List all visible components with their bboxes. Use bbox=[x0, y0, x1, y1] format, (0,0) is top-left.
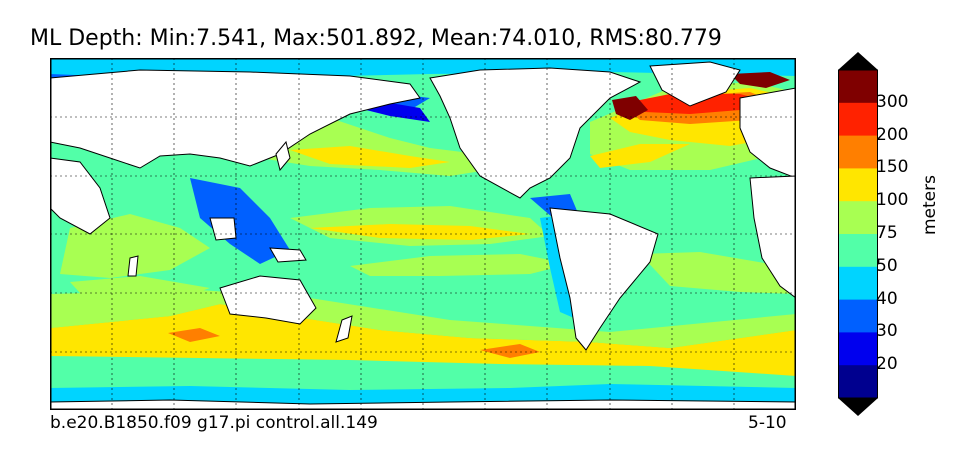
colorbar-band bbox=[838, 332, 878, 366]
colorbar-band bbox=[838, 168, 878, 202]
graticule bbox=[50, 58, 796, 410]
southern-ocean-orange-1 bbox=[168, 328, 220, 342]
south-atlantic-green bbox=[640, 252, 796, 294]
labrador-sea-darkred bbox=[612, 96, 648, 120]
north-pacific-yellow bbox=[290, 146, 450, 168]
colorbar-tick-label: 40 bbox=[876, 288, 898, 309]
colorbar-tick-label: 50 bbox=[876, 255, 898, 276]
maritime-continent-blue bbox=[190, 178, 290, 264]
run-caption: b.e20.B1850.f09 g17.pi control.all.149 bbox=[50, 413, 378, 433]
colorbar bbox=[838, 52, 878, 416]
south-pacific-green bbox=[350, 254, 570, 276]
southern-ocean-orange-2 bbox=[480, 344, 540, 358]
colorbar-tick-label: 30 bbox=[876, 321, 898, 342]
land-madagascar bbox=[127, 255, 139, 277]
land-north-america bbox=[429, 67, 642, 199]
colorbar-band bbox=[838, 70, 878, 104]
colorbar-tick-label: 300 bbox=[876, 91, 909, 112]
plot-title: ML Depth: Min:7.541, Max:501.892, Mean:7… bbox=[30, 26, 722, 51]
mixed-layer-depth-map bbox=[50, 58, 796, 410]
colorbar-band bbox=[838, 266, 878, 301]
colorbar-tick-label: 20 bbox=[876, 354, 898, 375]
colorbar-band bbox=[838, 102, 878, 137]
colorbar-band bbox=[838, 201, 878, 235]
land-europe bbox=[739, 87, 796, 179]
colorbar-tick-label: 100 bbox=[876, 190, 909, 211]
colorbar-band bbox=[838, 135, 878, 169]
land-south-america bbox=[549, 207, 659, 351]
land-new-zealand bbox=[335, 315, 353, 343]
north-atlantic-red bbox=[630, 94, 770, 114]
gulf-stream-yellow bbox=[590, 144, 690, 168]
land-greenland bbox=[649, 61, 741, 107]
colorbar-tick-label: 200 bbox=[876, 124, 909, 145]
period-caption: 5-10 bbox=[748, 413, 787, 433]
colorbar-units: meters bbox=[920, 175, 940, 235]
indian-ocean-green bbox=[60, 214, 210, 278]
land-africa-west bbox=[50, 157, 111, 235]
colorbar-tick-label: 150 bbox=[876, 157, 909, 178]
land-africa bbox=[749, 175, 796, 299]
land-new-guinea bbox=[269, 247, 307, 263]
colorbar-band bbox=[838, 234, 878, 268]
colorbar-band bbox=[838, 365, 878, 399]
equatorial-pacific-yellow bbox=[310, 224, 530, 240]
arctic-atlantic-darkred bbox=[730, 72, 790, 88]
south-indian-green bbox=[70, 276, 210, 304]
colorbar-under-arrow bbox=[838, 398, 878, 416]
colorbar-tick-label: 75 bbox=[876, 223, 898, 243]
colorbar-over-arrow bbox=[838, 52, 878, 70]
colorbar-frame bbox=[838, 69, 878, 399]
map-frame bbox=[50, 58, 796, 410]
land-japan bbox=[275, 140, 291, 172]
colorbar-band bbox=[838, 299, 878, 333]
